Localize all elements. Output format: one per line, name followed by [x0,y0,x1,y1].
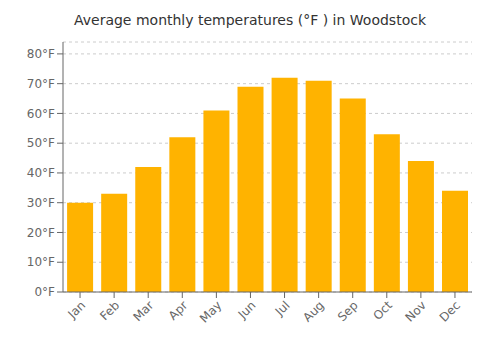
svg-text:Apr: Apr [166,298,191,323]
html-text:Average monthly temperatures (: Average monthly temperatures (°F ) in Wo… [74,12,426,28]
svg-text:60°F: 60°F [27,107,55,121]
svg-text:Mar: Mar [130,298,156,324]
svg-text:Feb: Feb [97,298,122,323]
svg-text:50°F: 50°F [27,136,55,150]
svg-text:Jan: Jan [64,298,88,322]
svg-text:Dec: Dec [437,298,463,324]
svg-text:Oct: Oct [370,298,395,323]
svg-text:Aug: Aug [300,298,326,324]
svg-text:0°F: 0°F [34,285,55,299]
svg-text:70°F: 70°F [27,77,55,91]
svg-text:40°F: 40°F [27,166,55,180]
svg-text:May: May [197,298,224,325]
svg-text:30°F: 30°F [27,196,55,210]
svg-text:20°F: 20°F [27,226,55,240]
svg-text:Sep: Sep [335,298,361,324]
svg-text:80°F: 80°F [27,47,55,61]
svg-text:Nov: Nov [403,298,429,324]
svg-text:10°F: 10°F [27,255,55,269]
svg-text:Jun: Jun [235,298,259,322]
svg-text:Jul: Jul [272,298,293,319]
